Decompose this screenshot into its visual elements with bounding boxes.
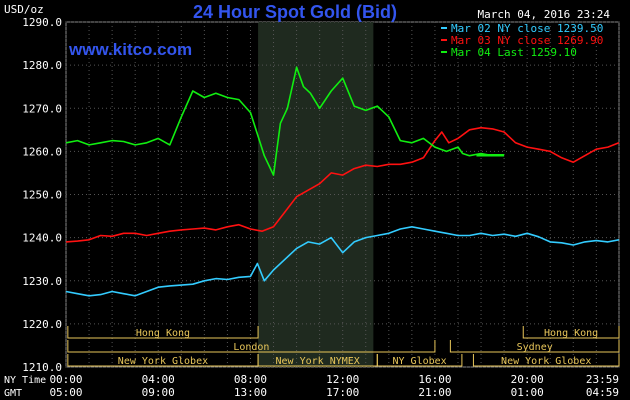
session-label: New York Globex [118,356,208,367]
x-tick-label-gmt: 05:00 [49,386,82,399]
x-tick-label-gmt: 09:00 [142,386,175,399]
session-label: New York Globex [501,356,591,367]
website-label: www.kitco.com [68,40,192,59]
x-tick-label-gmt: 21:00 [418,386,451,399]
y-tick-label: 1250.0 [22,189,62,202]
y-tick-label: 1230.0 [22,275,62,288]
x-tick-label-ny: 16:00 [418,373,451,386]
y-tick-label: 1260.0 [22,145,62,158]
series-line-1 [65,226,620,297]
ny-session-highlight [258,22,374,367]
y-tick-label: 1270.0 [22,102,62,115]
session-bracket [67,340,436,353]
session-label: NY Globex [393,356,447,367]
session-bracket [472,354,620,367]
series-lines [65,66,620,297]
x-tick-label-gmt: 01:00 [511,386,544,399]
legend-swatch [441,39,447,41]
session-label: Hong Kong [544,328,598,339]
y-axis-unit-label: USD/oz [4,3,44,16]
legend-swatch [441,27,447,29]
y-tick-label: 1280.0 [22,59,62,72]
series-line-2 [65,126,620,243]
session-bracket [67,326,259,339]
y-tick-label: 1290.0 [22,16,62,29]
series-line-3 [65,66,505,176]
y-tick-label: 1210.0 [22,361,62,374]
x-tick-label-ny: 23:59 [586,373,619,386]
chart-title: 24 Hour Spot Gold (Bid) [193,2,397,22]
ny-time-label: NY Time [4,375,46,386]
x-tick-label-ny: 04:00 [142,373,175,386]
legend-swatch [441,51,447,53]
session-label: New York NYMEX [276,356,360,367]
legend-entry: Mar 04 Last 1259.10 [451,46,577,59]
legend-entry: Mar 02 NY close 1239.50 [451,22,603,35]
x-tick-label-gmt: 13:00 [234,386,267,399]
x-tick-label-ny: 08:00 [234,373,267,386]
market-sessions: Hong Kong Hong Kong London Sydney New York G… [67,326,620,367]
x-tick-label-ny: 12:00 [326,373,359,386]
y-tick-label: 1220.0 [22,318,62,331]
x-tick-label-gmt: 04:59 [586,386,619,399]
legend-entry: Mar 03 NY close 1269.90 [451,34,603,47]
session-label: Sydney [517,342,553,353]
y-tick-label: 1240.0 [22,232,62,245]
date-stamp: March 04, 2016 23:24 [478,8,611,21]
y-axis: 1290.0 1280.0 1270.0 1260.0 1250.0 1240.0 1230… [22,16,62,374]
x-tick-label-ny: 20:00 [511,373,544,386]
session-bracket [449,340,620,353]
x-tick-label-gmt: 17:00 [326,386,359,399]
session-label: London [233,342,269,353]
session-bracket [376,354,463,367]
gmt-label: GMT [4,388,22,399]
x-axis: 00:00 04:00 08:00 12:00 16:00 20:00 23:59 05:00… [49,373,619,399]
session-bracket [522,326,620,339]
session-label: Hong Kong [136,328,190,339]
x-tick-label-ny: 00:00 [49,373,82,386]
grid [65,21,620,368]
